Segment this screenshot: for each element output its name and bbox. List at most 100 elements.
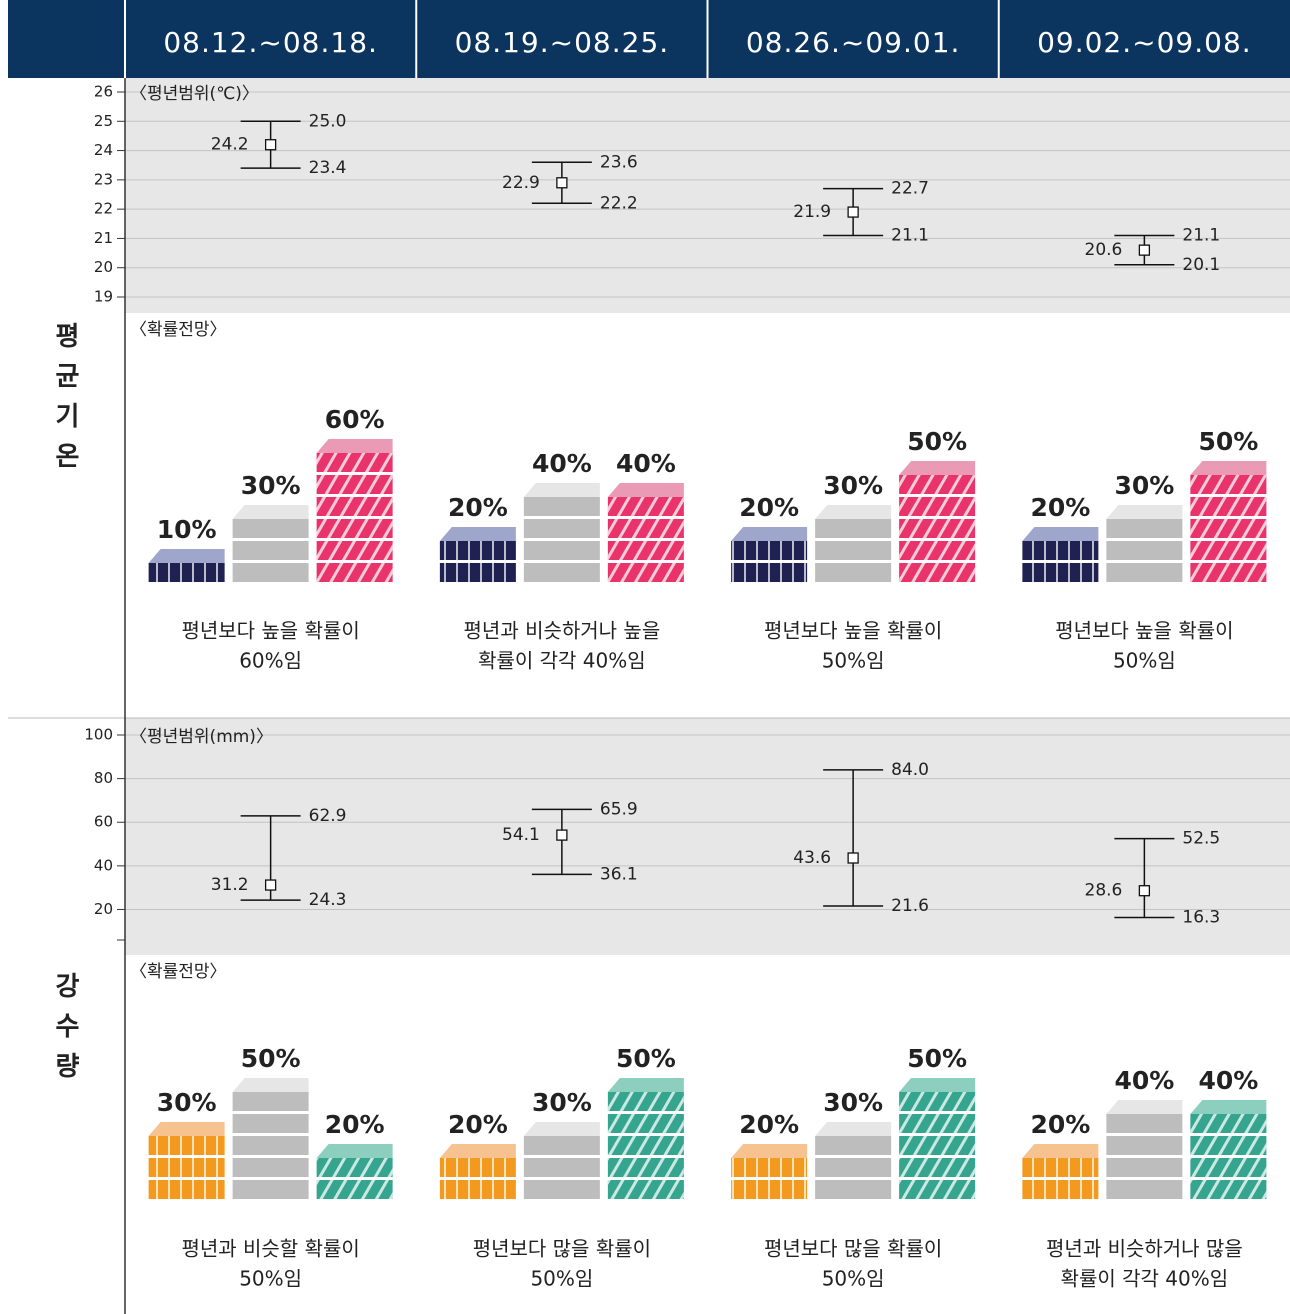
probability-label: 30% [157, 1088, 217, 1117]
probability-stack [1190, 1100, 1266, 1199]
stack-top [317, 439, 393, 453]
mid-label: 24.2 [211, 135, 249, 155]
stack-layer [1106, 519, 1182, 538]
stack-texture [1190, 1158, 1266, 1177]
description: 확률이 각각 40%임 [478, 649, 646, 673]
stack-layer [815, 1158, 891, 1177]
probability-stack [149, 549, 225, 582]
high-label: 52.5 [1182, 829, 1220, 849]
description: 평년보다 많을 확률이 [473, 1237, 651, 1261]
stack-top [899, 461, 975, 475]
probability-label: 20% [1030, 1110, 1090, 1139]
stack-texture [899, 475, 975, 494]
description: 평년과 비슷하거나 높을 [464, 619, 661, 643]
low-label: 36.1 [600, 864, 638, 884]
stack-layer [1106, 1136, 1182, 1155]
probability-label: 20% [739, 493, 799, 522]
stack-texture [731, 1158, 807, 1177]
stack-texture [317, 1180, 393, 1199]
stack-top [1022, 1144, 1098, 1158]
probability-stack [440, 1144, 516, 1199]
y-tick-label: 40 [94, 856, 113, 874]
stack-top [608, 483, 684, 497]
low-label: 24.3 [309, 890, 347, 910]
range-mid [1139, 245, 1149, 255]
week-label: 08.19.~08.25. [455, 26, 670, 59]
probability-label: 30% [241, 471, 301, 500]
description: 평년보다 높을 확률이 [1055, 619, 1233, 643]
stack-layer [233, 563, 309, 582]
y-tick-label: 80 [94, 769, 113, 787]
stack-texture [1022, 1158, 1098, 1177]
stack-top [1022, 527, 1098, 541]
stack-texture [608, 497, 684, 516]
description: 확률이 각각 40%임 [1061, 1267, 1229, 1291]
probability-label: 60% [325, 405, 385, 434]
page: 08.12.~08.18.08.19.~08.25.08.26.~09.01.0… [0, 0, 1290, 1314]
probability-stack [440, 527, 516, 582]
mid-label: 43.6 [793, 848, 831, 868]
probability-stack [899, 461, 975, 582]
stack-texture [731, 541, 807, 560]
probability-label: 20% [325, 1110, 385, 1139]
stack-texture [317, 475, 393, 494]
stack-texture [317, 563, 393, 582]
stack-texture [317, 519, 393, 538]
stack-texture [1190, 519, 1266, 538]
stack-texture [899, 563, 975, 582]
description: 평년과 비슷하거나 많을 [1046, 1237, 1243, 1261]
stack-layer [815, 519, 891, 538]
stack-texture [440, 541, 516, 560]
chart-label: 〈확률전망〉 [130, 320, 227, 340]
stack-texture [899, 541, 975, 560]
stack-texture [1022, 563, 1098, 582]
description: 60%임 [239, 649, 302, 673]
stack-texture [899, 1136, 975, 1155]
high-label: 25.0 [309, 111, 347, 131]
stack-texture [899, 1114, 975, 1133]
probability-stack [1022, 527, 1098, 582]
stack-texture [608, 1092, 684, 1111]
stack-texture [1190, 1114, 1266, 1133]
mid-label: 20.6 [1085, 240, 1123, 260]
range-mid [266, 880, 276, 890]
stack-layer [524, 563, 600, 582]
chart-background [125, 78, 1290, 313]
high-label: 65.9 [600, 799, 638, 819]
range-mid [848, 853, 858, 863]
stack-top [731, 1144, 807, 1158]
stack-texture [317, 541, 393, 560]
stack-texture [1190, 1136, 1266, 1155]
y-tick-label: 100 [84, 726, 113, 744]
stack-texture [731, 563, 807, 582]
stack-texture [149, 1180, 225, 1199]
low-label: 22.2 [600, 193, 638, 213]
stack-layer [233, 1180, 309, 1199]
stack-top [149, 1122, 225, 1136]
stack-texture [149, 1136, 225, 1155]
stack-layer [815, 1136, 891, 1155]
stack-top [440, 527, 516, 541]
low-label: 23.4 [309, 158, 347, 178]
y-tick-label: 20 [94, 258, 113, 276]
stack-texture [1022, 541, 1098, 560]
probability-stack [899, 1078, 975, 1199]
stack-texture [608, 519, 684, 538]
stack-top [1106, 1100, 1182, 1114]
stack-texture [1190, 497, 1266, 516]
probability-label: 20% [1030, 493, 1090, 522]
week-label: 08.12.~08.18. [163, 26, 378, 59]
stack-top [815, 1122, 891, 1136]
probability-stack [1190, 461, 1266, 582]
stack-layer [524, 541, 600, 560]
stack-layer [1106, 1180, 1182, 1199]
description: 50%임 [530, 1267, 593, 1291]
range-mid [848, 207, 858, 217]
stack-top [731, 527, 807, 541]
stack-layer [524, 1180, 600, 1199]
y-tick-label: 19 [94, 288, 113, 306]
range-mid [266, 140, 276, 150]
probability-label: 50% [616, 1044, 676, 1073]
description: 평년과 비슷할 확률이 [181, 1237, 359, 1261]
stack-top [233, 1078, 309, 1092]
